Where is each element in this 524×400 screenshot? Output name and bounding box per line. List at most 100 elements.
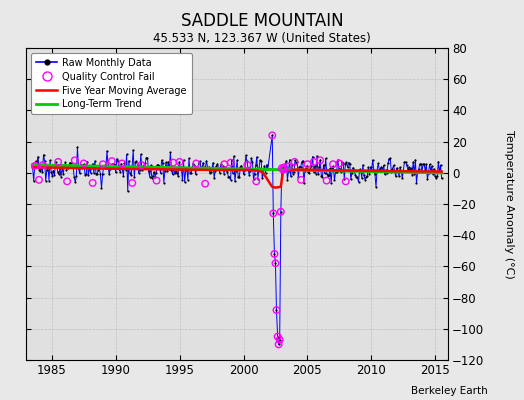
Point <box>258 175 267 182</box>
Point <box>201 180 210 187</box>
Point <box>274 334 282 340</box>
Point <box>241 167 249 173</box>
Point <box>232 167 240 174</box>
Point <box>48 173 57 179</box>
Point <box>111 162 119 168</box>
Point <box>432 175 440 181</box>
Point <box>115 165 123 172</box>
Point <box>407 165 415 172</box>
Point <box>303 161 312 168</box>
Point <box>289 170 297 177</box>
Point <box>306 166 314 172</box>
Point <box>225 174 234 180</box>
Point <box>423 176 432 182</box>
Point <box>197 166 205 172</box>
Point <box>91 158 99 164</box>
Point <box>29 178 38 184</box>
Point <box>167 167 176 173</box>
Point <box>125 158 133 164</box>
Point <box>99 161 107 168</box>
Point <box>254 176 262 182</box>
Point <box>193 166 202 173</box>
Point <box>372 184 380 190</box>
Point <box>192 160 200 167</box>
Point <box>305 170 313 176</box>
Point <box>384 160 392 166</box>
Point <box>313 153 321 159</box>
Point <box>244 165 252 172</box>
Point <box>198 164 206 170</box>
Point <box>379 162 388 168</box>
Point <box>395 173 403 179</box>
Point <box>95 165 104 171</box>
Point <box>53 169 62 175</box>
Point <box>268 132 277 138</box>
Point <box>317 173 325 179</box>
Point <box>359 162 367 168</box>
Point <box>299 158 307 164</box>
Point <box>381 167 390 174</box>
Point <box>34 153 42 160</box>
Point <box>110 161 118 167</box>
Point <box>71 179 80 186</box>
Point <box>390 168 399 174</box>
Point <box>275 341 283 348</box>
Point <box>169 160 178 166</box>
Point <box>284 163 292 170</box>
Point <box>325 172 333 179</box>
Point <box>300 180 308 187</box>
Point <box>430 166 438 172</box>
Point <box>129 147 137 153</box>
Point <box>264 166 272 172</box>
Point <box>386 155 395 162</box>
Point <box>277 209 285 215</box>
Point <box>276 336 284 343</box>
Point <box>54 171 63 177</box>
Point <box>59 171 68 177</box>
Point <box>270 251 279 257</box>
Point <box>188 164 196 171</box>
Point <box>347 176 355 182</box>
Point <box>269 210 278 216</box>
Point <box>217 164 226 171</box>
Point <box>88 163 96 169</box>
Point <box>239 171 248 178</box>
Point <box>164 159 172 165</box>
Point <box>171 170 179 176</box>
Point <box>335 160 344 167</box>
Text: 45.533 N, 123.367 W (United States): 45.533 N, 123.367 W (United States) <box>153 32 371 45</box>
Point <box>137 162 146 168</box>
Point <box>421 167 429 174</box>
Point <box>154 162 162 168</box>
Point <box>433 173 441 180</box>
Point <box>215 170 224 176</box>
Point <box>141 160 149 166</box>
Point <box>62 167 71 173</box>
Point <box>287 173 295 180</box>
Point <box>182 166 191 172</box>
Point <box>429 171 437 178</box>
Point <box>398 175 407 181</box>
Point <box>159 160 167 166</box>
Point <box>128 180 136 186</box>
Point <box>310 159 318 165</box>
Point <box>51 159 60 165</box>
Point <box>74 165 83 171</box>
Point <box>92 170 100 177</box>
Point <box>230 153 238 159</box>
Point <box>114 158 122 164</box>
Point <box>334 157 342 163</box>
Point <box>316 156 324 163</box>
Point <box>373 167 381 173</box>
Point <box>400 159 409 165</box>
Point <box>31 158 40 164</box>
Point <box>292 160 300 166</box>
Point <box>85 164 94 170</box>
Point <box>214 165 223 171</box>
Point <box>66 159 74 166</box>
Point <box>233 157 242 164</box>
Point <box>153 162 161 168</box>
Point <box>77 162 85 168</box>
Point <box>243 162 252 168</box>
Point <box>275 341 283 348</box>
